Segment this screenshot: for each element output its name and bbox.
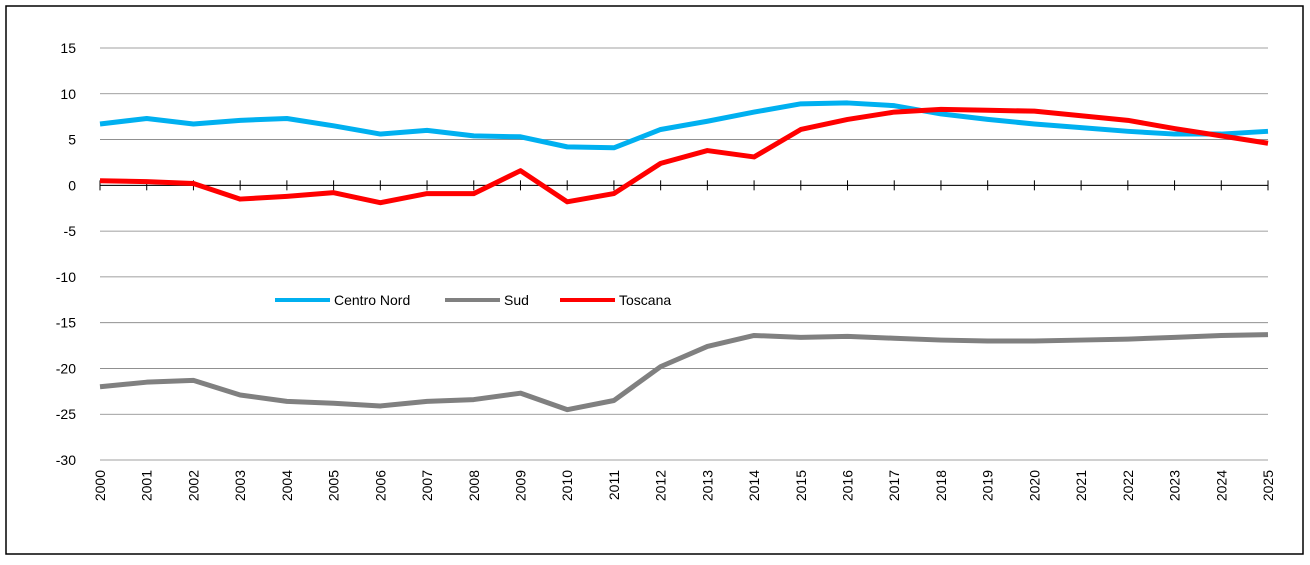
- series-line: [99, 106, 1269, 206]
- x-tick-label: 2000: [92, 470, 108, 501]
- x-tick-label: 2023: [1167, 470, 1183, 501]
- x-tick-label: 2017: [886, 470, 902, 501]
- x-tick-label: 2015: [793, 470, 809, 501]
- x-tick-label: 2024: [1213, 470, 1229, 501]
- x-tick-label: 2014: [746, 470, 762, 501]
- x-tick-label: 2003: [232, 470, 248, 501]
- y-tick-label: 10: [60, 86, 76, 102]
- y-tick-label: -30: [56, 452, 76, 468]
- y-tick-label: 15: [60, 40, 76, 56]
- y-tick-label: -25: [56, 406, 76, 422]
- series-line: [99, 100, 1269, 151]
- y-tick-label: -15: [56, 315, 76, 331]
- x-tick-label: 2002: [185, 470, 201, 501]
- legend-label: Centro Nord: [334, 292, 410, 308]
- x-tick-label: 2013: [699, 470, 715, 501]
- x-tick-label: 2005: [326, 470, 342, 501]
- x-tick-label: 2009: [512, 470, 528, 501]
- x-tick-label: 2012: [653, 470, 669, 501]
- x-tick-label: 2007: [419, 470, 435, 501]
- y-tick-label: -20: [56, 360, 76, 376]
- x-tick-label: 2020: [1026, 470, 1042, 501]
- y-tick-label: 0: [68, 177, 76, 193]
- x-tick-label: 2022: [1120, 470, 1136, 501]
- x-tick-label: 2021: [1073, 470, 1089, 501]
- x-tick-label: 2016: [840, 470, 856, 501]
- x-tick-label: 2001: [139, 470, 155, 501]
- y-tick-label: -5: [64, 223, 77, 239]
- legend-label: Sud: [504, 292, 529, 308]
- x-tick-label: 2010: [559, 470, 575, 501]
- x-tick-label: 2018: [933, 470, 949, 501]
- x-tick-label: 2019: [980, 470, 996, 501]
- series-line: [99, 332, 1269, 413]
- x-tick-label: 2011: [606, 470, 622, 500]
- y-tick-label: 5: [68, 132, 76, 148]
- x-tick-label: 2006: [372, 470, 388, 501]
- y-tick-label: -10: [56, 269, 76, 285]
- x-tick-label: 2025: [1260, 470, 1276, 501]
- legend-label: Toscana: [619, 292, 671, 308]
- chart-frame: [5, 5, 1304, 555]
- x-tick-label: 2004: [279, 470, 295, 501]
- x-tick-label: 2008: [466, 470, 482, 501]
